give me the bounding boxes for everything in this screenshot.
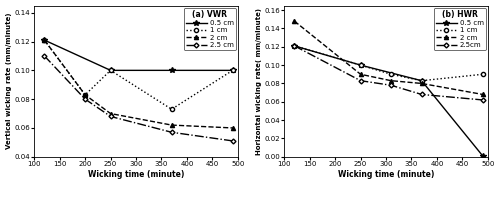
1 cm — [480, 73, 486, 75]
2.5 cm — [108, 115, 114, 118]
1 cm — [82, 94, 88, 96]
Line: 0.5 cm: 0.5 cm — [42, 37, 235, 73]
2 cm — [292, 20, 298, 22]
1 cm — [418, 79, 424, 82]
Line: 2 cm: 2 cm — [42, 38, 235, 130]
0.5 cm — [42, 39, 48, 41]
0.5 cm — [358, 64, 364, 66]
0.5 cm — [480, 155, 486, 157]
X-axis label: Wicking time (minute): Wicking time (minute) — [88, 170, 184, 179]
Legend: 0.5 cm, 1 cm, 2 cm, 2.5 cm: 0.5 cm, 1 cm, 2 cm, 2.5 cm — [184, 8, 236, 50]
2.5cm — [418, 93, 424, 96]
Line: 1 cm: 1 cm — [292, 44, 485, 83]
2 cm — [42, 39, 48, 41]
0.5 cm — [418, 79, 424, 82]
1 cm — [358, 64, 364, 66]
Y-axis label: Vertical wicking rate (mm/minute): Vertical wicking rate (mm/minute) — [6, 13, 12, 149]
Line: 2.5 cm: 2.5 cm — [42, 54, 234, 143]
2 cm — [388, 79, 394, 82]
Line: 1 cm: 1 cm — [42, 38, 235, 111]
2 cm — [480, 93, 486, 96]
2.5cm — [292, 45, 298, 47]
Line: 0.5 cm: 0.5 cm — [292, 43, 486, 159]
2.5cm — [388, 84, 394, 87]
1 cm — [292, 45, 298, 47]
Line: 2.5cm: 2.5cm — [292, 44, 484, 102]
1 cm — [388, 73, 394, 75]
2.5 cm — [82, 98, 88, 100]
1 cm — [42, 39, 48, 41]
1 cm — [108, 69, 114, 72]
Y-axis label: Horizontal wicking rate( mm/minute): Horizontal wicking rate( mm/minute) — [256, 8, 262, 155]
2 cm — [358, 73, 364, 75]
X-axis label: Wicking time (minute): Wicking time (minute) — [338, 170, 434, 179]
1 cm — [230, 69, 235, 72]
2.5 cm — [168, 131, 174, 134]
0.5 cm — [292, 45, 298, 47]
0.5 cm — [230, 69, 235, 72]
Legend: 0.5 cm, 1 cm, 2 cm, 2.5cm: 0.5 cm, 1 cm, 2 cm, 2.5cm — [434, 8, 486, 50]
2 cm — [418, 82, 424, 85]
0.5 cm — [108, 69, 114, 72]
0.5 cm — [168, 69, 174, 72]
2 cm — [168, 124, 174, 126]
2.5cm — [480, 99, 486, 101]
2.5 cm — [42, 55, 48, 57]
1 cm — [168, 108, 174, 111]
2.5 cm — [230, 140, 235, 142]
2 cm — [108, 112, 114, 115]
2.5cm — [358, 79, 364, 82]
2 cm — [82, 94, 88, 96]
Line: 2 cm: 2 cm — [292, 19, 485, 97]
2 cm — [230, 127, 235, 129]
